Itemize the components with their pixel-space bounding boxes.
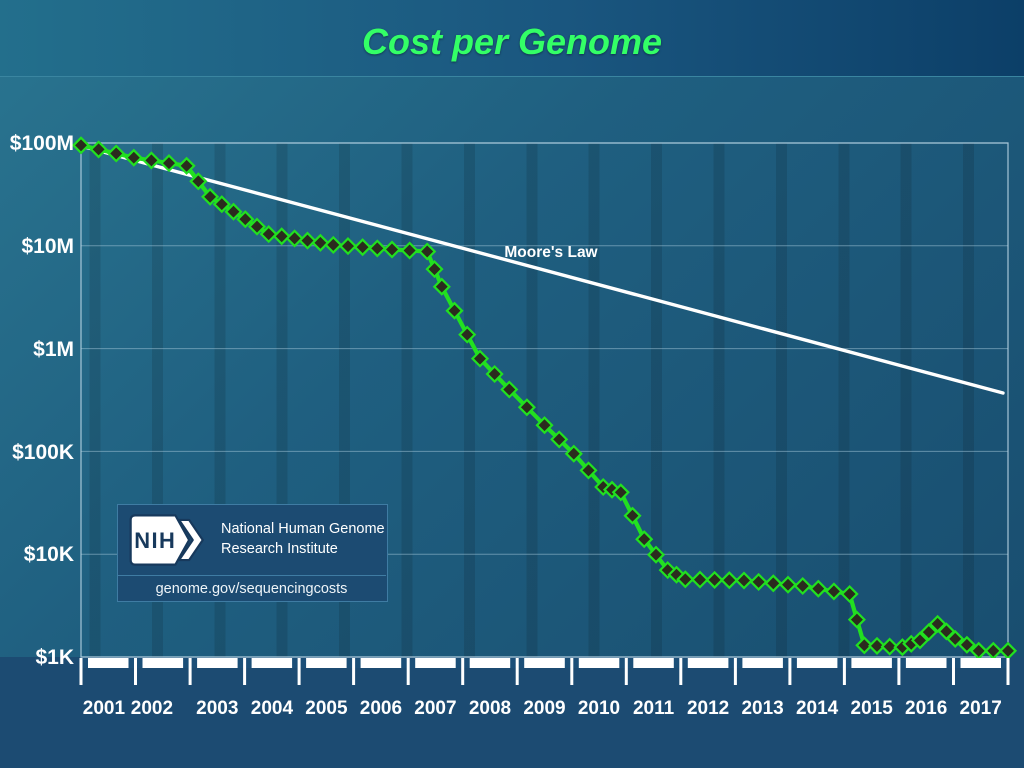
svg-text:$10M: $10M (21, 235, 74, 258)
svg-text:2003: 2003 (196, 698, 238, 719)
svg-text:$10K: $10K (24, 543, 74, 566)
svg-text:2009: 2009 (523, 698, 565, 719)
svg-text:2011: 2011 (633, 698, 675, 719)
svg-text:2017: 2017 (960, 698, 1002, 719)
svg-text:2006: 2006 (360, 698, 402, 719)
svg-text:2004: 2004 (251, 698, 294, 719)
svg-text:2014: 2014 (796, 698, 839, 719)
svg-text:$100M: $100M (10, 132, 74, 155)
svg-text:2016: 2016 (905, 698, 947, 719)
svg-text:2005: 2005 (305, 698, 348, 719)
svg-text:Moore's Law: Moore's Law (504, 244, 598, 261)
svg-text:2001: 2001 (83, 698, 126, 719)
svg-text:$1M: $1M (33, 338, 74, 361)
svg-text:2008: 2008 (469, 698, 511, 719)
svg-text:2015: 2015 (851, 698, 894, 719)
svg-text:NIH: NIH (134, 528, 176, 553)
svg-text:$100K: $100K (12, 441, 74, 464)
svg-text:2010: 2010 (578, 698, 620, 719)
svg-text:2012: 2012 (687, 698, 729, 719)
svg-text:$1K: $1K (35, 646, 74, 669)
svg-text:2002: 2002 (131, 698, 173, 719)
svg-text:2013: 2013 (741, 698, 783, 719)
svg-text:2007: 2007 (414, 698, 456, 719)
